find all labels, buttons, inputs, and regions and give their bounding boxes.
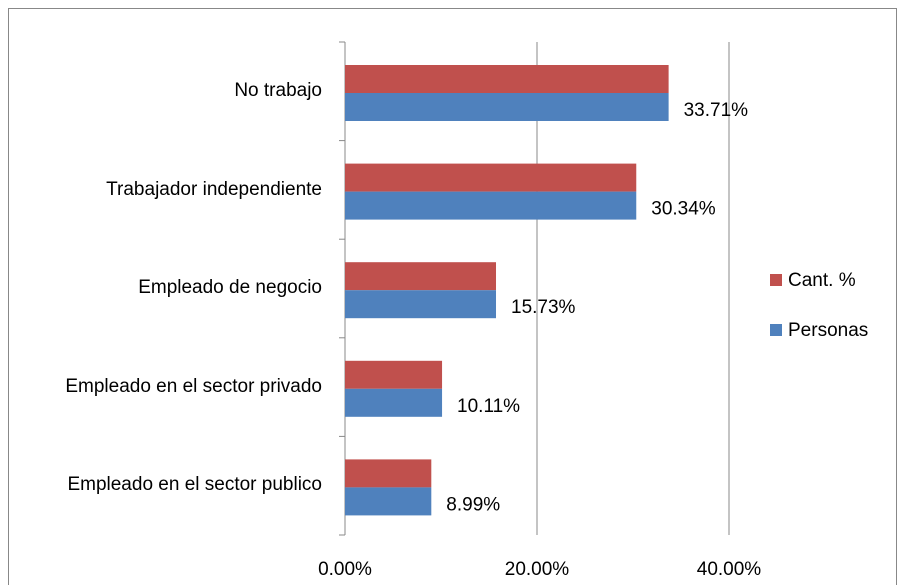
bar: [345, 163, 637, 192]
bar: [345, 262, 497, 291]
data-label: 30.34%: [651, 199, 716, 220]
y-tick-label: Empleado en el sector privado: [65, 338, 322, 437]
y-tick-label: Empleado en el sector publico: [67, 436, 322, 535]
y-tick-label: No trabajo: [234, 42, 322, 141]
data-label: 15.73%: [511, 297, 576, 318]
bar: [345, 65, 669, 93]
category-text: Empleado en el sector privado: [65, 375, 322, 397]
data-label: 8.99%: [446, 494, 500, 515]
data-label: 10.11%: [457, 396, 520, 417]
x-tick-label: 40.00%: [697, 559, 762, 580]
category-text: Empleado de negocio: [138, 277, 322, 299]
legend-label: Cant. %: [788, 270, 856, 291]
legend-label: Personas: [788, 320, 868, 341]
category-text: No trabajo: [234, 80, 322, 101]
x-tick-label: 0.00%: [318, 559, 372, 580]
bar: [345, 290, 497, 319]
legend-swatch: [770, 274, 782, 286]
y-tick-label: Empleado de negocio: [138, 239, 322, 338]
x-tick-label: 20.00%: [505, 559, 570, 580]
bar: [345, 487, 432, 516]
category-text: Empleado en el sector publico: [67, 474, 322, 496]
chart-border: [8, 8, 897, 585]
category-text: Trabajador independiente: [106, 178, 322, 200]
legend-swatch: [770, 324, 782, 336]
bar: [345, 360, 443, 389]
data-label: 33.71%: [684, 100, 749, 121]
bar: [345, 191, 637, 220]
bar: [345, 388, 443, 417]
bar: [345, 459, 432, 488]
bar: [345, 93, 669, 121]
y-tick-label: Trabajador independiente: [106, 141, 322, 240]
